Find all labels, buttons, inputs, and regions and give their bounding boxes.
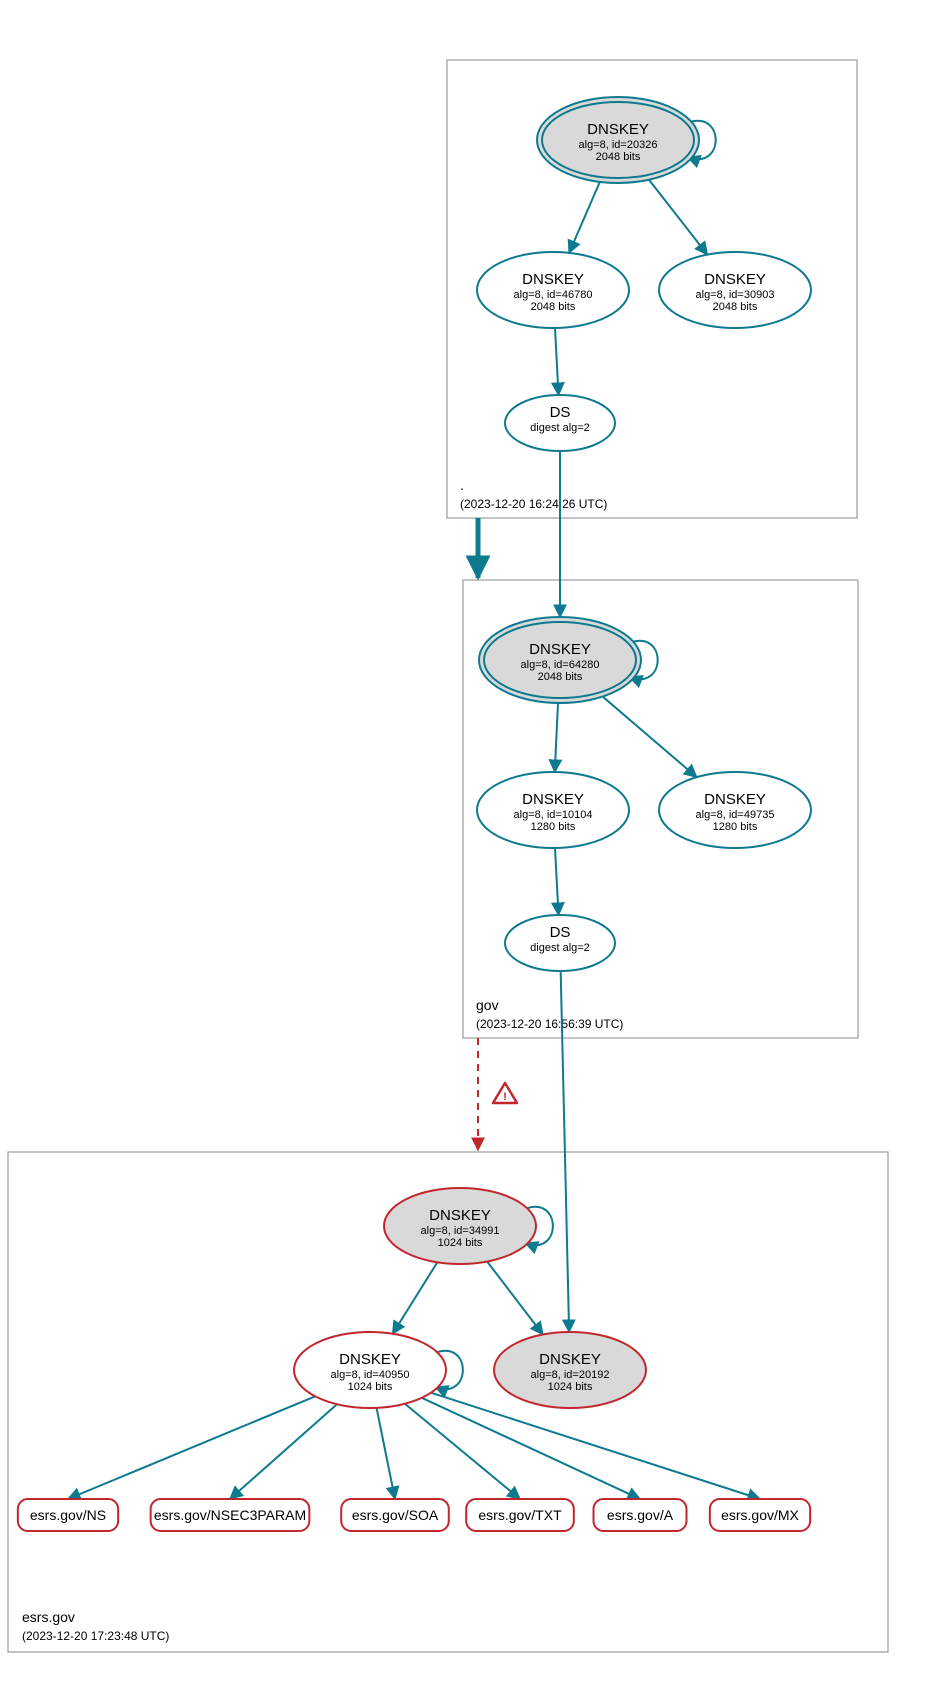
rrset-node: esrs.gov/NS xyxy=(18,1499,118,1531)
node-title: DNSKEY xyxy=(704,271,766,288)
rrset-label: esrs.gov/NS xyxy=(30,1507,106,1523)
edge-gov_ksk-gov_zsk2 xyxy=(603,697,697,778)
node-sub1: alg=8, id=20326 xyxy=(579,139,658,151)
node-title: DNSKEY xyxy=(587,121,649,138)
node-sub1: alg=8, id=64280 xyxy=(521,659,600,671)
node-sub2: 2048 bits xyxy=(538,671,583,683)
node-sub2: 1024 bits xyxy=(348,1381,393,1393)
node-gov_ds: DSdigest alg=2 xyxy=(505,915,615,971)
rrset-label: esrs.gov/NSEC3PARAM xyxy=(154,1507,306,1523)
node-sub1: alg=8, id=40950 xyxy=(331,1369,410,1381)
node-gov_ksk: DNSKEYalg=8, id=642802048 bits xyxy=(479,617,641,703)
node-title: DNSKEY xyxy=(539,1351,601,1368)
edge-esrs_ksk-esrs_zsk xyxy=(393,1262,438,1333)
node-gov_zsk2: DNSKEYalg=8, id=497351280 bits xyxy=(659,772,811,848)
node-sub2: 2048 bits xyxy=(596,151,641,163)
node-root_zsk1: DNSKEYalg=8, id=467802048 bits xyxy=(477,252,629,328)
node-sub1: alg=8, id=46780 xyxy=(514,289,593,301)
node-title: DNSKEY xyxy=(704,791,766,808)
rrset-label: esrs.gov/SOA xyxy=(352,1507,439,1523)
node-gov_zsk1: DNSKEYalg=8, id=101041280 bits xyxy=(477,772,629,848)
zone-label-esrs: esrs.gov xyxy=(22,1609,75,1625)
node-title: DS xyxy=(550,404,571,421)
node-title: DNSKEY xyxy=(429,1207,491,1224)
node-sub2: 1024 bits xyxy=(548,1381,593,1393)
node-sub2: 1280 bits xyxy=(531,821,576,833)
rrset-node: esrs.gov/A xyxy=(594,1499,687,1531)
node-root_zsk2: DNSKEYalg=8, id=309032048 bits xyxy=(659,252,811,328)
edge-rrset xyxy=(68,1396,315,1499)
dnssec-graph: . (2023-12-20 16:24:26 UTC) gov (2023-12-20… xyxy=(0,0,929,1690)
rrset-node: esrs.gov/SOA xyxy=(341,1499,449,1531)
rrset-node: esrs.gov/TXT xyxy=(466,1499,574,1531)
node-sub1: alg=8, id=49735 xyxy=(696,809,775,821)
edge-rrset xyxy=(377,1408,395,1499)
edge-gov_ksk-gov_zsk1 xyxy=(555,703,558,772)
svg-text:!: ! xyxy=(503,1091,507,1103)
node-sub2: 1024 bits xyxy=(438,1237,483,1249)
zone-label-gov: gov xyxy=(476,997,499,1013)
edge-root_ksk-root_zsk1 xyxy=(569,182,600,253)
edge-rrset xyxy=(405,1404,520,1499)
zone-timestamp-gov: (2023-12-20 16:56:39 UTC) xyxy=(476,1017,623,1031)
node-sub1: digest alg=2 xyxy=(530,422,590,434)
node-title: DNSKEY xyxy=(522,791,584,808)
rrset-label: esrs.gov/MX xyxy=(721,1507,799,1523)
node-esrs_key2: DNSKEYalg=8, id=201921024 bits xyxy=(494,1332,646,1408)
node-root_ksk: DNSKEYalg=8, id=203262048 bits xyxy=(537,97,699,183)
node-esrs_ksk: DNSKEYalg=8, id=349911024 bits xyxy=(384,1188,536,1264)
node-esrs_zsk: DNSKEYalg=8, id=409501024 bits xyxy=(294,1332,446,1408)
node-title: DS xyxy=(550,924,571,941)
node-sub1: alg=8, id=34991 xyxy=(421,1225,500,1237)
node-sub1: alg=8, id=30903 xyxy=(696,289,775,301)
edge-gov_zsk1-gov_ds xyxy=(555,848,559,915)
edge-esrs_ksk-esrs_key2 xyxy=(487,1261,543,1334)
node-sub2: 2048 bits xyxy=(531,301,576,313)
node-sub1: alg=8, id=10104 xyxy=(514,809,593,821)
node-title: DNSKEY xyxy=(529,641,591,658)
zone-label-root: . xyxy=(460,477,464,493)
node-sub1: digest alg=2 xyxy=(530,942,590,954)
edge-root_ksk-root_zsk2 xyxy=(649,180,707,255)
warning-icon: ! xyxy=(493,1083,517,1103)
node-root_ds: DSdigest alg=2 xyxy=(505,395,615,451)
rrset-node: esrs.gov/NSEC3PARAM xyxy=(151,1499,310,1531)
edge-root_zsk1-root_ds xyxy=(555,328,559,395)
node-sub2: 2048 bits xyxy=(713,301,758,313)
rrset-label: esrs.gov/TXT xyxy=(478,1507,562,1523)
edge-rrset xyxy=(230,1404,337,1499)
node-title: DNSKEY xyxy=(522,271,584,288)
zone-timestamp-esrs: (2023-12-20 17:23:48 UTC) xyxy=(22,1629,169,1643)
rrset-label: esrs.gov/A xyxy=(607,1507,674,1523)
edge-rrset xyxy=(431,1393,760,1499)
node-sub2: 1280 bits xyxy=(713,821,758,833)
node-sub1: alg=8, id=20192 xyxy=(531,1369,610,1381)
node-title: DNSKEY xyxy=(339,1351,401,1368)
rrset-node: esrs.gov/MX xyxy=(710,1499,810,1531)
zone-timestamp-root: (2023-12-20 16:24:26 UTC) xyxy=(460,497,607,511)
edge-rrset xyxy=(422,1398,640,1499)
